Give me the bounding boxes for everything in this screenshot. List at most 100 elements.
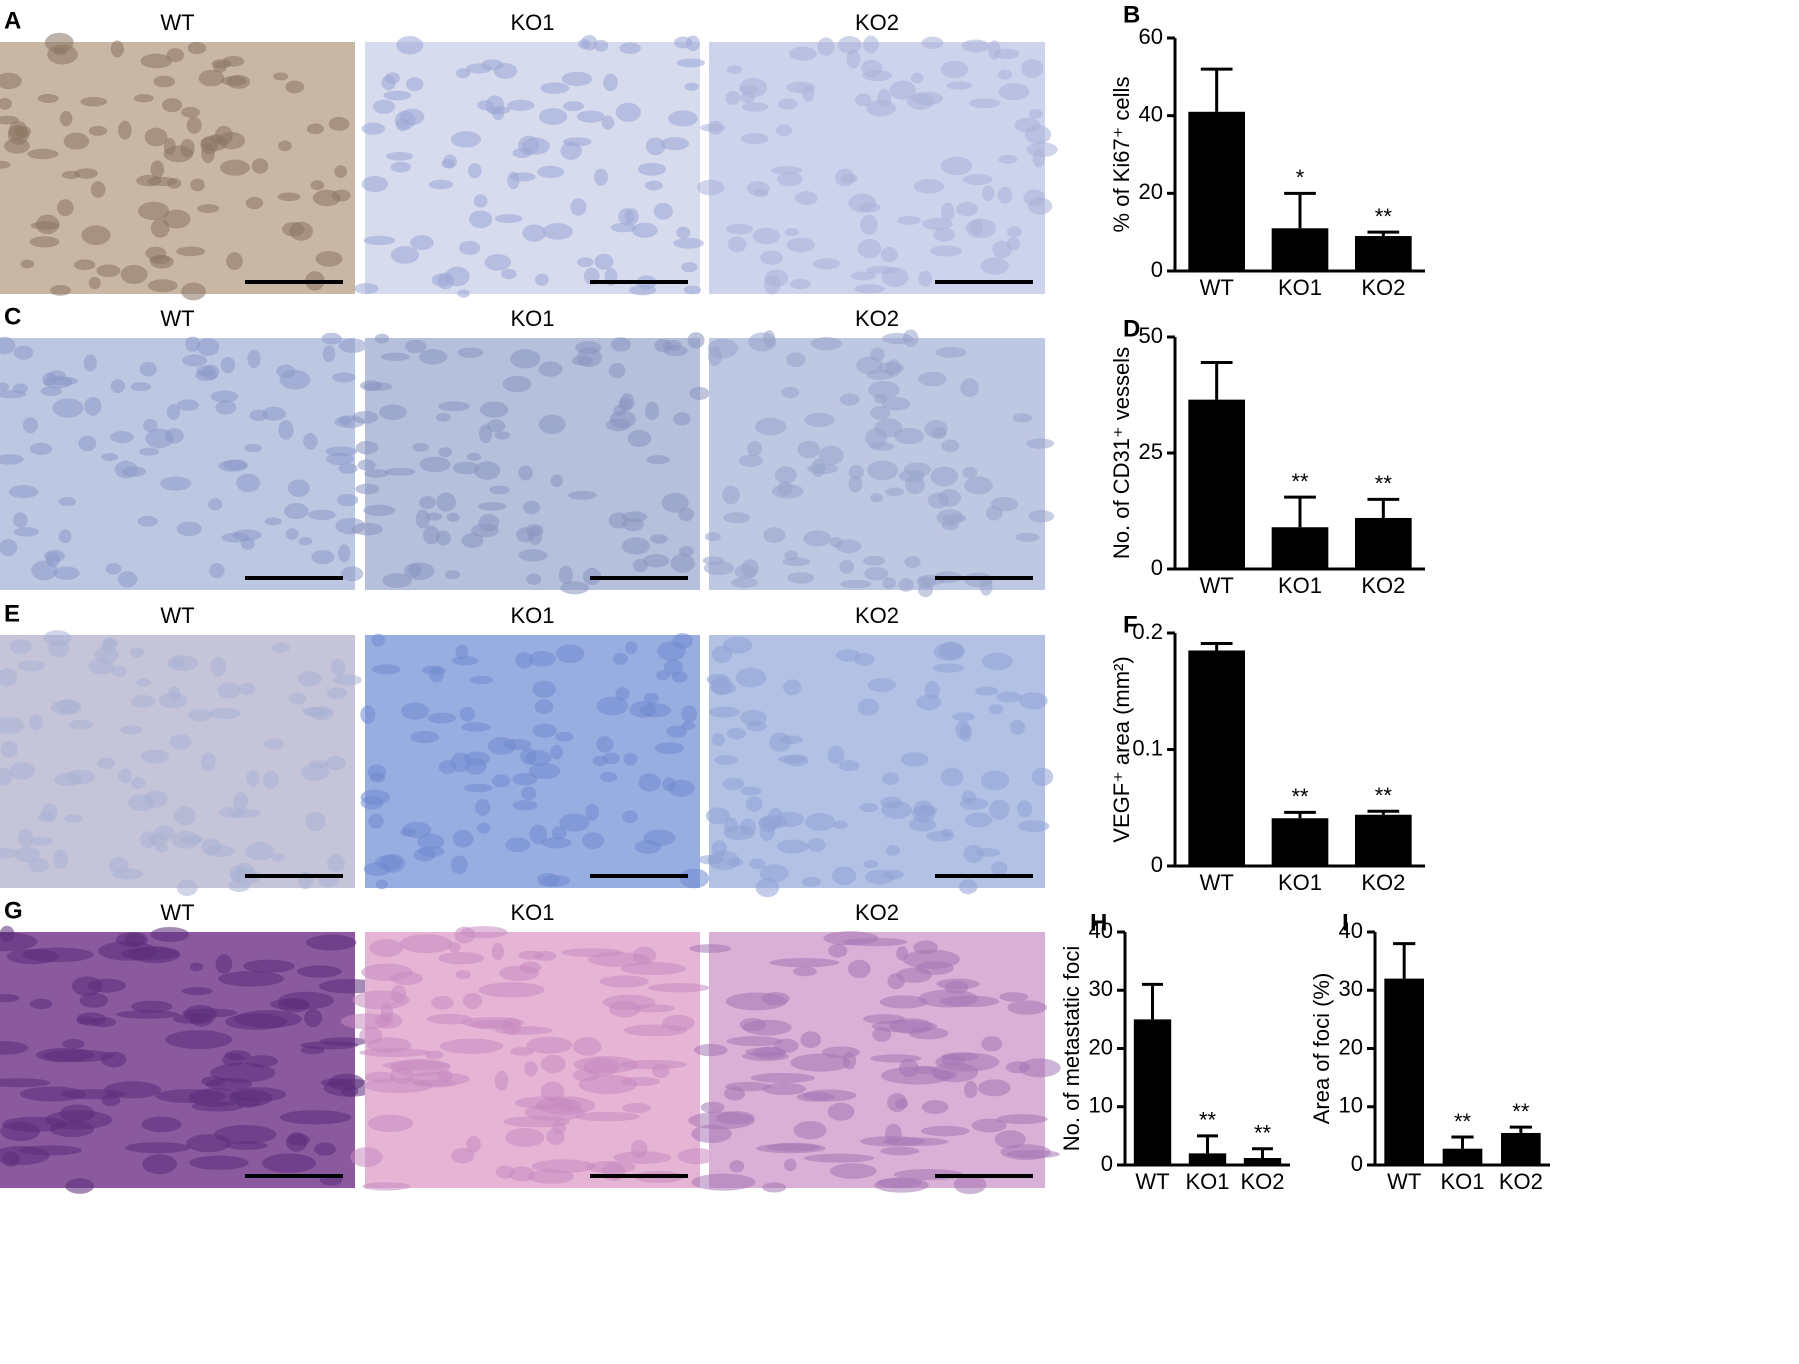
cell <box>28 858 49 873</box>
cell <box>781 386 800 399</box>
cell <box>133 94 154 103</box>
cell <box>622 1103 652 1114</box>
cell <box>332 674 362 686</box>
y-tick-label: 20 <box>1339 1034 1363 1059</box>
cell <box>848 465 865 480</box>
cell <box>303 707 331 718</box>
cell <box>461 722 491 732</box>
cell <box>784 550 799 561</box>
cell <box>840 579 872 589</box>
cell <box>596 736 614 753</box>
cell <box>518 135 540 155</box>
cell <box>96 264 121 278</box>
cell <box>870 405 891 420</box>
cell <box>577 257 594 268</box>
cell <box>205 845 235 857</box>
cell <box>608 362 626 379</box>
cell <box>722 485 740 505</box>
cell <box>364 469 389 478</box>
cell <box>322 345 336 363</box>
cell <box>120 264 148 285</box>
cell <box>885 845 901 856</box>
cell <box>977 1079 1011 1097</box>
cell <box>0 740 19 758</box>
cell <box>457 347 484 358</box>
cell <box>678 546 694 557</box>
cell <box>835 649 861 662</box>
cell <box>56 199 74 217</box>
cell <box>176 246 206 257</box>
cell <box>880 796 903 809</box>
cell <box>975 848 1001 857</box>
x-tick-label: WT <box>1387 1169 1421 1194</box>
cell <box>540 82 570 94</box>
cell <box>680 721 696 730</box>
y-tick-label: 10 <box>1089 1093 1113 1118</box>
cell <box>1014 117 1041 133</box>
cell <box>676 226 691 239</box>
cell <box>745 796 763 812</box>
cell <box>1012 413 1033 423</box>
cell <box>505 837 531 853</box>
cell <box>0 932 38 952</box>
cell <box>139 362 157 377</box>
cell <box>445 570 461 580</box>
cell <box>918 989 979 1008</box>
y-tick-label: 40 <box>1139 101 1163 126</box>
cell <box>563 101 584 112</box>
cell <box>998 83 1030 101</box>
cell <box>613 1151 672 1164</box>
x-tick-label: KO2 <box>1240 1169 1284 1194</box>
panel-letter: F <box>1123 611 1138 638</box>
cell <box>455 970 471 980</box>
cell <box>648 983 711 993</box>
cell <box>305 934 357 951</box>
cell <box>210 1062 276 1083</box>
panel-letter: E <box>4 600 20 627</box>
cell <box>790 1053 851 1072</box>
cell <box>601 115 615 130</box>
cell <box>90 181 106 198</box>
cell <box>355 440 379 455</box>
cell <box>59 111 73 127</box>
cell <box>419 456 451 473</box>
cell <box>643 829 676 847</box>
cell <box>262 406 286 421</box>
cell <box>514 1096 575 1110</box>
cell <box>423 525 440 545</box>
cell <box>1006 236 1021 251</box>
cell <box>880 1146 920 1156</box>
cell <box>860 214 878 235</box>
cell <box>186 116 202 134</box>
cell <box>945 81 973 90</box>
cell <box>518 465 533 481</box>
cell <box>970 219 983 236</box>
cell <box>321 332 342 345</box>
cell <box>540 837 572 849</box>
cell <box>882 772 899 785</box>
cell <box>334 165 347 178</box>
cell <box>0 1040 29 1055</box>
cell <box>621 537 650 555</box>
cell <box>479 401 509 418</box>
cell <box>455 644 469 660</box>
cell <box>534 699 554 714</box>
cell <box>215 400 237 415</box>
cell <box>215 954 233 974</box>
cell <box>131 695 156 708</box>
cell <box>244 443 262 453</box>
cell <box>360 705 376 724</box>
cell <box>444 266 470 287</box>
cell <box>137 201 170 221</box>
cell <box>963 844 984 864</box>
cell <box>233 792 249 811</box>
cell <box>0 115 19 125</box>
cell <box>477 502 507 511</box>
cell <box>725 90 741 105</box>
cell <box>859 803 879 813</box>
cell <box>431 996 454 1010</box>
cell <box>251 158 269 174</box>
cell <box>964 476 993 495</box>
cell <box>1028 109 1043 119</box>
